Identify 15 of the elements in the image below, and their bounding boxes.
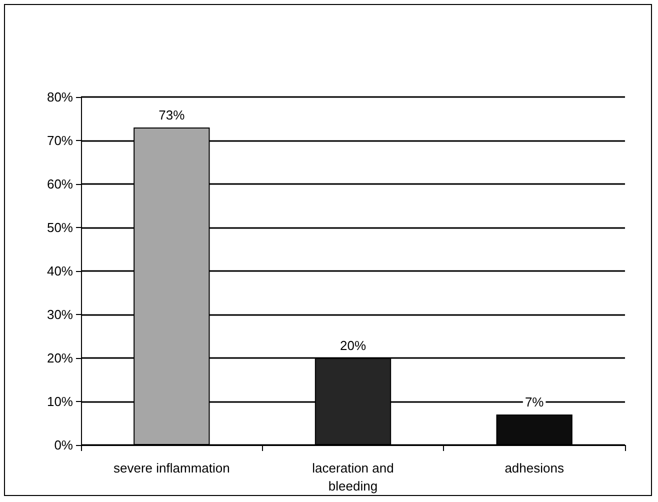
- y-tick-label: 10%: [46, 394, 74, 409]
- x-tick-label: severe inflammation: [114, 460, 230, 476]
- x-tick-label: adhesions: [504, 460, 564, 476]
- data-label: 73%: [158, 107, 186, 122]
- y-tick-label: 40%: [46, 264, 74, 278]
- y-tick-label: 50%: [46, 220, 74, 235]
- y-tick-label: 0%: [54, 438, 74, 452]
- y-tick-label: 30%: [46, 307, 74, 322]
- y-tick-label: 80%: [46, 90, 74, 104]
- y-tick-label: 60%: [46, 176, 74, 192]
- x-tick-label: laceration and bleeding: [312, 460, 394, 494]
- data-label: 20%: [340, 338, 366, 353]
- y-tick-label: 70%: [46, 133, 74, 148]
- data-label: 7%: [524, 394, 544, 410]
- y-tick-label: 20%: [46, 350, 74, 366]
